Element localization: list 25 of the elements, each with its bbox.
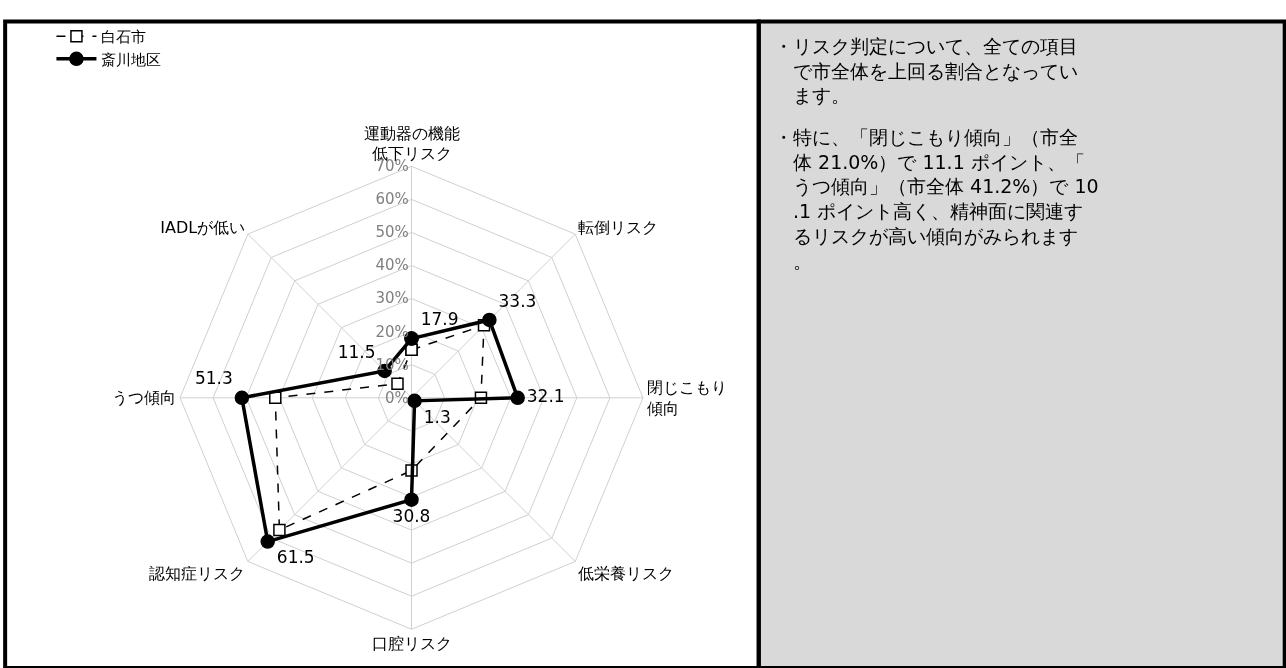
spoke-label: 口腔リスク <box>371 633 452 653</box>
spoke-label: IADLが低い <box>160 218 246 238</box>
y-tick-label: 60% <box>375 190 409 209</box>
data-label: 1.3 <box>423 406 451 427</box>
spoke-label: 認知症リスク <box>149 564 246 584</box>
data-label: 32.1 <box>526 386 565 407</box>
y-tick-label: 30% <box>375 289 409 308</box>
y-tick-label: 40% <box>375 256 409 275</box>
text: ・特に、「閉じこもり傾向」（市全体 21.0%）で 11.1 ポイント、「うつ傾向」（市全体 41.2%）で 10.1 ポイント高く、精神面に関連するリスクが高い傾向がみられます。 <box>774 126 1099 272</box>
spoke-label: 低栄養リスク <box>577 564 674 584</box>
legend-label: 斎川地区 <box>101 50 162 69</box>
data-label: 11.5 <box>337 341 376 362</box>
data-label: 33.3 <box>498 290 537 311</box>
legend-label: 白石市 <box>101 28 147 47</box>
spoke-label: 閉じこもり傾向 <box>646 377 727 418</box>
y-tick-label: 20% <box>375 322 409 341</box>
data-label: 61.5 <box>276 547 315 568</box>
spoke-label: うつ傾向 <box>112 388 177 408</box>
spoke-label: 転倒リスク <box>577 218 658 238</box>
data-label: 30.8 <box>392 505 431 526</box>
y-tick-label: 50% <box>375 223 409 242</box>
data-label: 51.3 <box>194 368 233 389</box>
y-tick-label: 0% <box>384 388 409 407</box>
data-label: 17.9 <box>420 309 459 330</box>
text: ・リスク判定について、全ての項目で市全体を上回る割合となっています。 <box>774 35 1078 107</box>
